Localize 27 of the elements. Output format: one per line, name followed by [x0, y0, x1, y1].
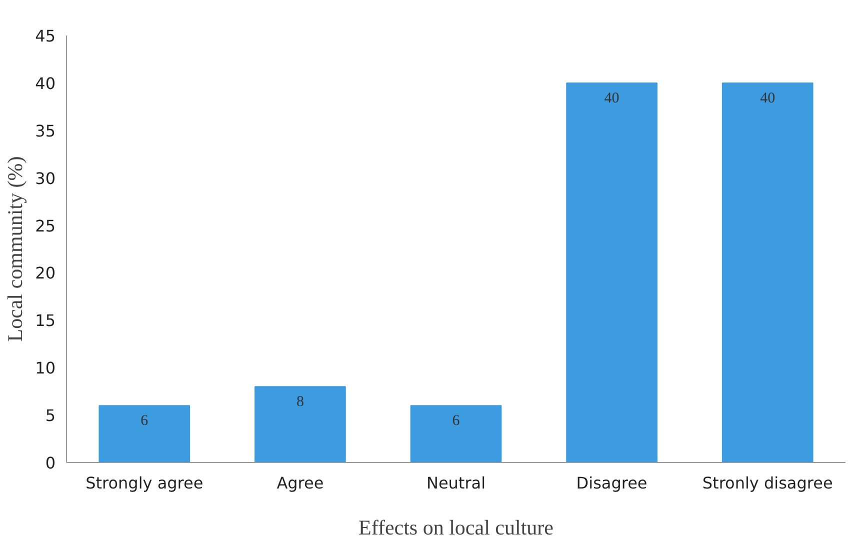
y-tick-label: 15 — [35, 311, 56, 330]
bar — [722, 82, 814, 462]
x-tick-label: Disagree — [576, 474, 648, 492]
x-tick-label: Stronly disagree — [702, 474, 833, 492]
y-tick-label: 35 — [35, 121, 56, 140]
y-tick-label: 10 — [35, 358, 56, 378]
y-tick-label: 20 — [35, 264, 56, 283]
bar — [410, 405, 502, 462]
data-label: 40 — [604, 90, 620, 106]
bar — [98, 405, 190, 462]
y-tick-label: 30 — [35, 168, 56, 188]
x-tick-label: Neutral — [426, 474, 486, 492]
x-tick-label: Agree — [276, 474, 324, 492]
bar — [566, 82, 658, 462]
y-tick-label: 5 — [45, 406, 56, 426]
y-tick-label: 25 — [35, 216, 56, 236]
y-axis-title: Local community (%) — [3, 156, 28, 342]
y-tick-label: 40 — [35, 74, 56, 93]
data-label: 6 — [452, 413, 460, 430]
y-tick-label: 0 — [45, 454, 56, 472]
y-tick-label: 45 — [35, 26, 56, 46]
x-tick-label: Strongly agree — [86, 474, 204, 492]
x-axis-title: Effects on local culture — [358, 516, 554, 540]
data-label: 40 — [760, 90, 776, 106]
bar — [254, 386, 346, 462]
data-label: 6 — [140, 413, 149, 430]
data-label: 8 — [296, 394, 304, 410]
